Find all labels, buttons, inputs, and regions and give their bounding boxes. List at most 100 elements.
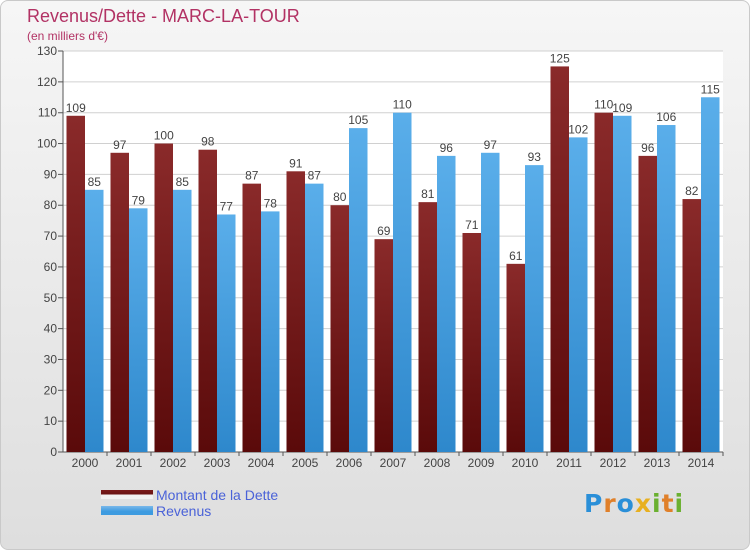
x-tick-label: 2000 (72, 456, 99, 470)
data-label-revenus: 85 (176, 175, 190, 189)
data-label-dette: 91 (289, 156, 303, 170)
x-tick-label: 2008 (424, 456, 451, 470)
bar-dette (550, 66, 569, 452)
x-tick-label: 2004 (248, 456, 275, 470)
x-tick-label: 2010 (512, 456, 539, 470)
y-tick-label: 30 (44, 352, 58, 366)
bar-dette (418, 202, 437, 452)
bar-dette (286, 171, 305, 453)
bar-revenus (173, 189, 192, 453)
x-tick-label: 2011 (556, 456, 582, 470)
data-label-dette: 109 (66, 101, 86, 115)
x-tick-label: 2001 (116, 456, 143, 470)
bar-dette (594, 112, 613, 452)
bar-dette (506, 263, 525, 452)
data-label-revenus: 105 (348, 113, 368, 127)
logo-letter: x (634, 489, 652, 518)
bar-revenus (393, 112, 412, 452)
bar-revenus (85, 189, 104, 453)
proxiti-logo: Proxiti (584, 489, 684, 518)
data-label-revenus: 96 (440, 141, 454, 155)
data-label-revenus: 102 (568, 122, 588, 136)
bar-revenus (129, 208, 148, 452)
logo-letter: o (616, 489, 635, 518)
bar-revenus (525, 165, 544, 452)
x-tick-label: 2005 (292, 456, 319, 470)
data-label-revenus: 79 (132, 193, 146, 207)
bar-revenus (701, 97, 720, 453)
y-tick-label: 40 (44, 322, 58, 336)
bar-dette (374, 239, 393, 452)
data-label-revenus: 97 (484, 138, 498, 152)
x-tick-label: 2002 (160, 456, 187, 470)
x-tick-label: 2006 (336, 456, 363, 470)
y-tick-label: 0 (50, 445, 57, 459)
x-tick-label: 2009 (468, 456, 495, 470)
y-tick-label: 130 (37, 44, 57, 58)
x-tick-label: 2003 (204, 456, 231, 470)
y-tick-label: 80 (44, 198, 58, 212)
y-tick-label: 20 (44, 383, 58, 397)
logo-letter: P (584, 489, 604, 518)
bar-revenus (305, 183, 324, 452)
bar-dette (330, 205, 349, 452)
bar-revenus (217, 214, 236, 452)
chart-subtitle: (en milliers d'€) (27, 29, 108, 43)
x-tick-label: 2014 (688, 456, 715, 470)
legend-swatch-revenus (101, 506, 153, 515)
bar-dette (242, 183, 261, 452)
bar-dette (638, 155, 657, 452)
data-label-dette: 97 (113, 138, 127, 152)
data-label-revenus: 93 (528, 150, 542, 164)
data-label-dette: 100 (154, 129, 174, 143)
data-label-dette: 82 (685, 184, 699, 198)
data-label-revenus: 109 (612, 101, 632, 115)
data-label-dette: 125 (550, 51, 570, 65)
data-label-dette: 80 (333, 190, 347, 204)
x-tick-label: 2013 (644, 456, 671, 470)
bar-revenus (613, 115, 632, 453)
legend-swatch-dette (101, 490, 153, 499)
bar-revenus (261, 211, 280, 452)
y-tick-label: 60 (44, 260, 58, 274)
y-tick-label: 110 (38, 106, 57, 120)
chart-title: Revenus/Dette - MARC-LA-TOUR (27, 6, 300, 26)
bar-revenus (657, 125, 676, 453)
data-label-revenus: 78 (264, 196, 278, 210)
bar-dette (66, 115, 85, 453)
y-tick-label: 100 (37, 137, 57, 151)
data-label-revenus: 110 (393, 98, 412, 112)
data-label-revenus: 87 (308, 169, 322, 183)
data-label-revenus: 85 (88, 175, 102, 189)
bar-revenus (349, 128, 368, 452)
logo-letter: r (603, 489, 617, 518)
y-tick-label: 90 (44, 167, 58, 181)
bar-dette (110, 152, 129, 453)
bar-revenus (481, 152, 500, 453)
data-label-dette: 71 (465, 218, 479, 232)
data-label-dette: 98 (201, 135, 215, 149)
bar-dette (462, 232, 481, 452)
x-tick-label: 2012 (600, 456, 627, 470)
y-tick-label: 10 (44, 414, 58, 428)
data-label-dette: 69 (377, 224, 391, 238)
y-tick-label: 70 (44, 229, 58, 243)
bar-revenus (437, 155, 456, 452)
logo-letter: t (661, 489, 675, 518)
bar-dette (154, 143, 173, 453)
y-tick-label: 120 (37, 75, 57, 89)
x-tick-label: 2007 (380, 456, 407, 470)
logo-letter: i (674, 489, 685, 518)
logo-letter: i (652, 489, 662, 518)
bar-revenus (569, 137, 588, 452)
data-label-revenus: 106 (656, 110, 676, 124)
data-label-dette: 61 (509, 249, 523, 263)
data-label-dette: 87 (245, 169, 259, 183)
data-label-revenus: 115 (701, 82, 720, 96)
data-label-revenus: 77 (220, 199, 234, 213)
data-label-dette: 96 (641, 141, 655, 155)
data-label-dette: 110 (594, 98, 613, 112)
legend-label-revenus: Revenus (156, 503, 212, 519)
